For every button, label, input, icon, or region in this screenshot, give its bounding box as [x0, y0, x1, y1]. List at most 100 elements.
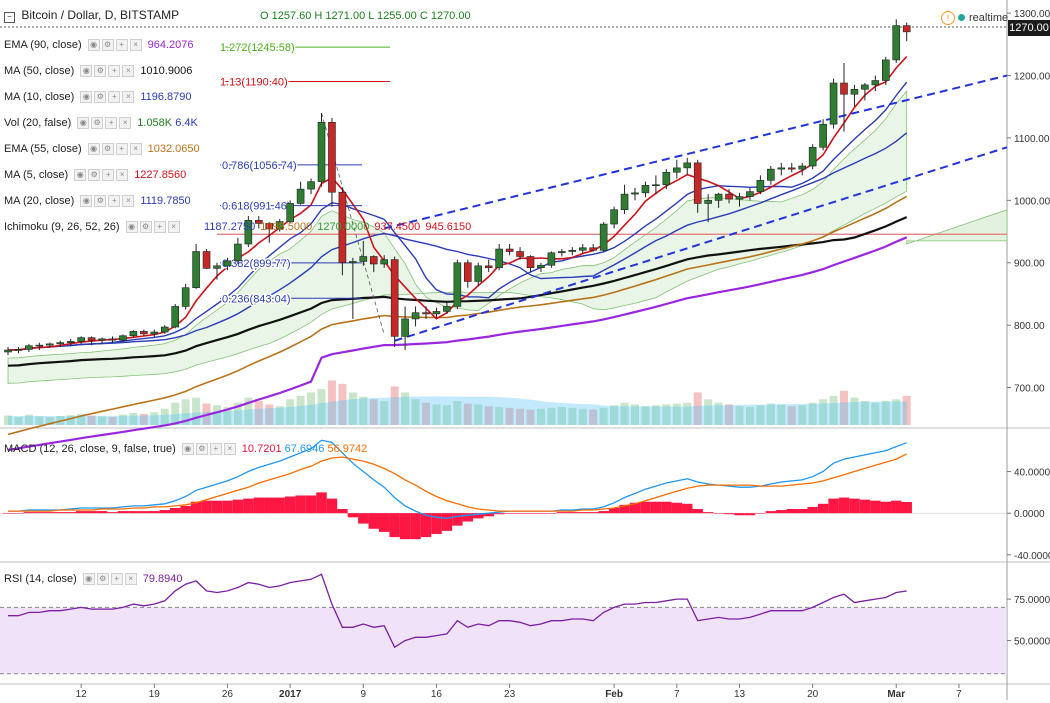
close-icon[interactable]: × — [119, 117, 132, 129]
close-icon[interactable]: × — [124, 573, 137, 585]
close-icon[interactable]: × — [129, 143, 142, 155]
indicator-controls[interactable]: ◉ ⚙ + × — [80, 65, 135, 77]
macd-histogram-bar — [337, 509, 348, 514]
indicator-controls[interactable]: ◉ ⚙ + × — [87, 39, 142, 51]
candle-body — [4, 349, 12, 353]
indicator-row[interactable]: Vol (20, false) ◉ ⚙ + × 1.058K 6.4K — [4, 110, 200, 136]
volume-bar — [641, 406, 650, 425]
add-icon[interactable]: + — [110, 573, 123, 585]
indicator-row[interactable]: MA (50, close) ◉ ⚙ + × 1010.9006 — [4, 58, 200, 84]
eye-icon[interactable]: ◉ — [87, 39, 100, 51]
ichimoku-values: 1187.2750 1098.5000 1270.0000 937.4500 9… — [204, 221, 473, 233]
close-icon[interactable]: × — [129, 39, 142, 51]
volume-bar — [829, 395, 838, 425]
volume-bar — [275, 406, 284, 425]
candle-body — [453, 262, 462, 307]
candle-body — [317, 122, 326, 182]
macd-histogram-bar — [744, 513, 756, 516]
settings-icon[interactable]: ⚙ — [101, 39, 114, 51]
settings-icon[interactable]: ⚙ — [94, 195, 107, 207]
candle-body — [505, 248, 514, 252]
add-icon[interactable]: + — [102, 169, 115, 181]
candle-body — [840, 82, 848, 95]
eye-icon[interactable]: ◉ — [74, 169, 87, 181]
indicator-row[interactable]: Ichimoku (9, 26, 52, 26) ◉ ⚙ + × — [4, 214, 200, 240]
settings-icon[interactable]: ⚙ — [195, 443, 208, 455]
close-icon[interactable]: × — [167, 221, 180, 233]
warning-icon[interactable]: ! — [941, 11, 955, 25]
add-icon[interactable]: + — [108, 65, 121, 77]
eye-icon[interactable]: ◉ — [125, 221, 138, 233]
indicator-controls[interactable]: ◉ ⚙ + × — [80, 195, 135, 207]
indicator-controls[interactable]: ◉ ⚙ + × — [80, 91, 135, 103]
indicator-controls[interactable]: ◉ ⚙ + × — [125, 221, 180, 233]
candle-body — [359, 256, 368, 262]
macd-histogram-bar — [253, 497, 265, 514]
indicator-row[interactable]: MA (10, close) ◉ ⚙ + × 1196.8790 — [4, 84, 200, 110]
macd-histogram-bar — [567, 512, 578, 514]
indicator-row[interactable]: EMA (90, close) ◉ ⚙ + × 964.2076 — [4, 32, 200, 58]
indicator-label: MA (10, close) — [4, 91, 75, 103]
volume-bar — [307, 392, 316, 425]
settings-icon[interactable]: ⚙ — [88, 169, 101, 181]
eye-icon[interactable]: ◉ — [82, 573, 95, 585]
indicator-controls[interactable]: ◉ ⚙ + × — [87, 143, 142, 155]
add-icon[interactable]: + — [105, 117, 118, 129]
rsi-legend[interactable]: RSI (14, close) ◉ ⚙ + × 79.8940 — [4, 573, 183, 585]
eye-icon[interactable]: ◉ — [80, 91, 93, 103]
close-icon[interactable]: × — [122, 91, 135, 103]
trend-channel-lower — [394, 146, 1008, 342]
add-icon[interactable]: + — [209, 443, 222, 455]
price-tick-label: 700.00 — [1014, 384, 1045, 395]
add-icon[interactable]: + — [115, 39, 128, 51]
eye-icon[interactable]: ◉ — [87, 143, 100, 155]
macd-histogram-bar — [598, 511, 609, 514]
candle-body — [77, 337, 85, 342]
symbol-label: Bitcoin / Dollar, D, BITSTAMP — [21, 8, 180, 22]
eye-icon[interactable]: ◉ — [80, 65, 93, 77]
volume-bar — [516, 408, 525, 425]
volume-bar — [422, 402, 430, 425]
macd-legend[interactable]: MACD (12, 26, close, 9, false, true) ◉ ⚙ +… — [4, 443, 367, 455]
settings-icon[interactable]: ⚙ — [96, 573, 109, 585]
indicator-controls[interactable]: ◉ ⚙ + × — [77, 117, 132, 129]
volume-bar — [66, 415, 75, 425]
add-icon[interactable]: + — [108, 195, 121, 207]
add-icon[interactable]: + — [153, 221, 166, 233]
macd-controls[interactable]: ◉ ⚙ + × — [181, 443, 236, 455]
indicator-row[interactable]: MA (5, close) ◉ ⚙ + × 1227.8560 — [4, 162, 200, 188]
macd-histogram-bar — [556, 512, 568, 514]
close-icon[interactable]: × — [122, 195, 135, 207]
close-icon[interactable]: × — [116, 169, 129, 181]
settings-icon[interactable]: ⚙ — [94, 65, 107, 77]
macd-histogram-bar — [776, 510, 787, 514]
add-icon[interactable]: + — [108, 91, 121, 103]
eye-icon[interactable]: ◉ — [80, 195, 93, 207]
eye-icon[interactable]: ◉ — [181, 443, 194, 455]
indicator-row[interactable]: MA (20, close) ◉ ⚙ + × 1119.7850 — [4, 188, 200, 214]
add-icon[interactable]: + — [115, 143, 128, 155]
close-icon[interactable]: × — [122, 65, 135, 77]
candle-body — [829, 82, 838, 125]
volume-bar — [725, 404, 734, 425]
rsi-controls[interactable]: ◉ ⚙ + × — [82, 573, 137, 585]
macd-histogram-bar — [692, 509, 703, 514]
candle-body — [578, 247, 587, 251]
indicator-label: EMA (55, close) — [4, 143, 82, 155]
settings-icon[interactable]: ⚙ — [101, 143, 114, 155]
volume-bar — [411, 399, 420, 425]
candle-body — [25, 345, 33, 350]
settings-icon[interactable]: ⚙ — [139, 221, 152, 233]
indicator-row[interactable]: EMA (55, close) ◉ ⚙ + × 1032.0650 — [4, 136, 200, 162]
indicator-controls[interactable]: ◉ ⚙ + × — [74, 169, 129, 181]
fib-level-label: 0.786(1056.74) — [222, 160, 297, 172]
collapse-icon[interactable]: − — [4, 12, 15, 23]
settings-icon[interactable]: ⚙ — [94, 91, 107, 103]
indicator-value: 1227.8560 — [134, 169, 187, 181]
eye-icon[interactable]: ◉ — [77, 117, 90, 129]
close-icon[interactable]: × — [223, 443, 236, 455]
price-tick-label: 1100.00 — [1014, 134, 1050, 145]
settings-icon[interactable]: ⚙ — [91, 117, 104, 129]
indicator-label: MA (20, close) — [4, 195, 75, 207]
